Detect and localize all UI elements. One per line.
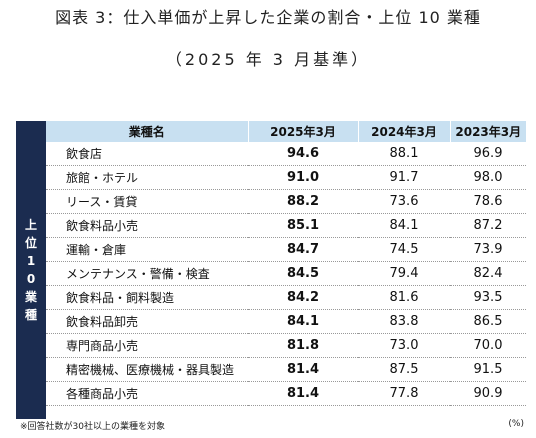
- industry-name: 旅館・ホテル: [46, 165, 248, 190]
- industry-name: 飲食料品・飼料製造: [46, 285, 248, 310]
- value-2023: 93.5: [450, 285, 526, 310]
- industry-name: 飲食料品小売: [46, 213, 248, 238]
- column-header-2024: 2024年3月: [358, 121, 451, 142]
- value-2023: 96.9: [450, 142, 526, 166]
- industry-name: 専門商品小売: [46, 333, 248, 358]
- value-2023: 73.9: [450, 237, 526, 262]
- value-2025: 88.2: [248, 189, 358, 214]
- value-2024: 74.5: [358, 237, 450, 262]
- value-2025: 84.1: [248, 309, 358, 334]
- value-2024: 88.1: [358, 142, 450, 166]
- value-2023: 70.0: [450, 333, 526, 358]
- table-header-row: 業種名 2025年3月 2024年3月 2023年3月: [46, 121, 526, 142]
- table-row: 飲食店 94.6 88.1 96.9: [46, 142, 526, 166]
- table-row: 飲食料品小売 85.1 84.1 87.2: [46, 213, 526, 238]
- industry-name: 飲食料品卸売: [46, 309, 248, 334]
- value-2023: 90.9: [450, 381, 526, 406]
- industry-name: 精密機械、医療機械・器具製造: [46, 357, 248, 382]
- industry-name: 各種商品小売: [46, 381, 248, 406]
- value-2024: 73.0: [358, 333, 450, 358]
- value-2025: 91.0: [248, 165, 358, 190]
- side-label-text: 上位10業種: [24, 218, 37, 322]
- column-header-industry: 業種名: [46, 121, 249, 142]
- value-2023: 78.6: [450, 189, 526, 214]
- table-row: 飲食料品・飼料製造 84.2 81.6 93.5: [46, 285, 526, 310]
- ranking-table: 業種名 2025年3月 2024年3月 2023年3月 飲食店 94.6 88.1 9…: [46, 121, 526, 406]
- unit-label: (%): [508, 419, 524, 429]
- value-2024: 84.1: [358, 213, 450, 238]
- page-title: 図表 3：仕入単価が上昇した企業の割合・上位 10 業種: [55, 8, 481, 27]
- value-2023: 86.5: [450, 309, 526, 334]
- industry-name: リース・賃貸: [46, 189, 248, 214]
- page-subtitle: （2025 年 3 月基準）: [165, 50, 371, 69]
- side-label: 上位10業種: [16, 121, 46, 419]
- industry-name: メンテナンス・警備・検査: [46, 261, 248, 286]
- table-row: リース・賃貸 88.2 73.6 78.6: [46, 189, 526, 214]
- value-2024: 73.6: [358, 189, 450, 214]
- value-2023: 98.0: [450, 165, 526, 190]
- table-row: 旅館・ホテル 91.0 91.7 98.0: [46, 165, 526, 190]
- value-2025: 81.4: [248, 357, 358, 382]
- value-2024: 79.4: [358, 261, 450, 286]
- value-2025: 84.5: [248, 261, 358, 286]
- table-row: 飲食料品卸売 84.1 83.8 86.5: [46, 309, 526, 334]
- value-2025: 94.6: [248, 142, 358, 166]
- value-2024: 81.6: [358, 285, 450, 310]
- value-2024: 91.7: [358, 165, 450, 190]
- value-2024: 77.8: [358, 381, 450, 406]
- table-row: 専門商品小売 81.8 73.0 70.0: [46, 333, 526, 358]
- table-row: 運輸・倉庫 84.7 74.5 73.9: [46, 237, 526, 262]
- table-row: 精密機械、医療機械・器具製造 81.4 87.5 91.5: [46, 357, 526, 382]
- value-2025: 84.2: [248, 285, 358, 310]
- value-2024: 83.8: [358, 309, 450, 334]
- value-2024: 87.5: [358, 357, 450, 382]
- industry-name: 運輸・倉庫: [46, 237, 248, 262]
- footnote: ※回答社数が30社以上の業種を対象: [20, 422, 165, 432]
- industry-name: 飲食店: [46, 142, 248, 166]
- value-2023: 91.5: [450, 357, 526, 382]
- value-2023: 87.2: [450, 213, 526, 238]
- value-2025: 84.7: [248, 237, 358, 262]
- column-header-2023: 2023年3月: [450, 121, 526, 142]
- value-2023: 82.4: [450, 261, 526, 286]
- table-body: 飲食店 94.6 88.1 96.9 旅館・ホテル 91.0 91.7 98.0 リース・賃…: [46, 142, 526, 406]
- table-row: 各種商品小売 81.4 77.8 90.9: [46, 381, 526, 406]
- value-2025: 81.4: [248, 381, 358, 406]
- table-row: メンテナンス・警備・検査 84.5 79.4 82.4: [46, 261, 526, 286]
- column-header-2025: 2025年3月: [248, 121, 359, 142]
- value-2025: 85.1: [248, 213, 358, 238]
- value-2025: 81.8: [248, 333, 358, 358]
